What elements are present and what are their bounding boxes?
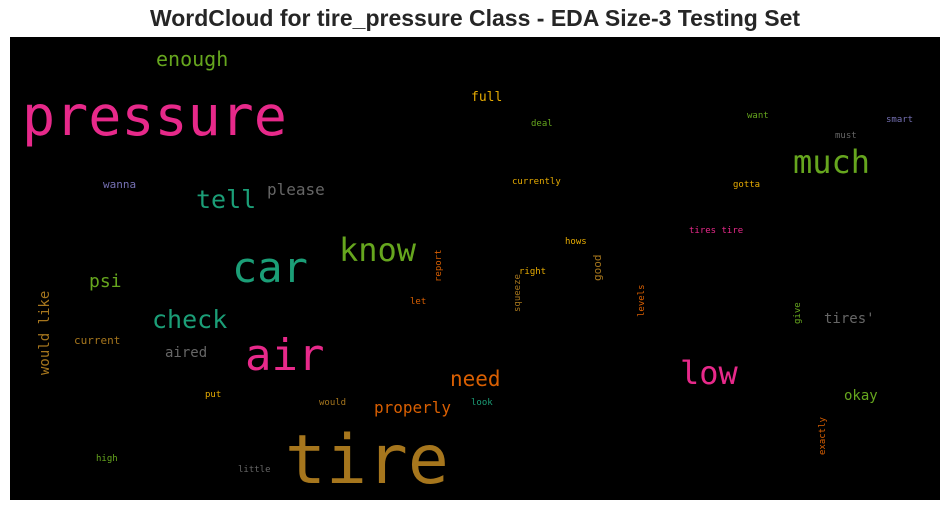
word-look: look	[471, 398, 493, 408]
word-would-like: would like	[37, 290, 53, 375]
word-right: right	[519, 267, 547, 277]
word-car: car	[232, 243, 308, 292]
word-pressure: pressure	[22, 84, 287, 148]
word-squeeze: squeeze	[513, 274, 523, 312]
word-full: full	[471, 90, 503, 105]
word-tires-tire: tires tire	[689, 226, 744, 236]
chart-title: WordCloud for tire_pressure Class - EDA …	[149, 5, 801, 31]
word-levels: levels	[637, 284, 647, 317]
word-need: need	[450, 367, 501, 391]
word-would: would	[319, 398, 347, 408]
word-enough: enough	[156, 47, 229, 71]
word-must: must	[835, 131, 857, 141]
word-gotta: gotta	[733, 180, 761, 190]
word-smart: smart	[886, 115, 914, 125]
word-properly: properly	[374, 398, 452, 417]
word-much: much	[793, 143, 871, 181]
word-current: current	[74, 334, 121, 347]
word-little: little	[238, 465, 271, 475]
word-wanna: wanna	[103, 178, 137, 191]
word-put: put	[205, 390, 222, 400]
word-report: report	[434, 249, 444, 282]
word-okay: okay	[844, 388, 878, 404]
word-check: check	[152, 305, 228, 334]
word-know: know	[339, 231, 417, 269]
word-aired: aired	[165, 345, 208, 361]
wordcloud-canvas: pressure tire car air know much low check tell ne…	[10, 37, 940, 500]
word-please: please	[267, 180, 325, 199]
word-tell: tell	[196, 185, 257, 214]
word-exactly: exactly	[818, 417, 828, 455]
word-air: air	[245, 330, 325, 381]
word-good: good	[591, 254, 604, 282]
word-hows: hows	[565, 237, 587, 247]
word-want: want	[747, 111, 769, 121]
word-psi: psi	[89, 271, 122, 292]
word-let: let	[410, 297, 427, 307]
word-low: low	[680, 354, 738, 392]
word-give: give	[793, 302, 803, 324]
word-tires: tires'	[824, 311, 875, 327]
word-tire: tire	[285, 421, 449, 500]
word-high: high	[96, 454, 118, 464]
word-currently: currently	[512, 177, 561, 187]
word-deal: deal	[531, 119, 553, 129]
